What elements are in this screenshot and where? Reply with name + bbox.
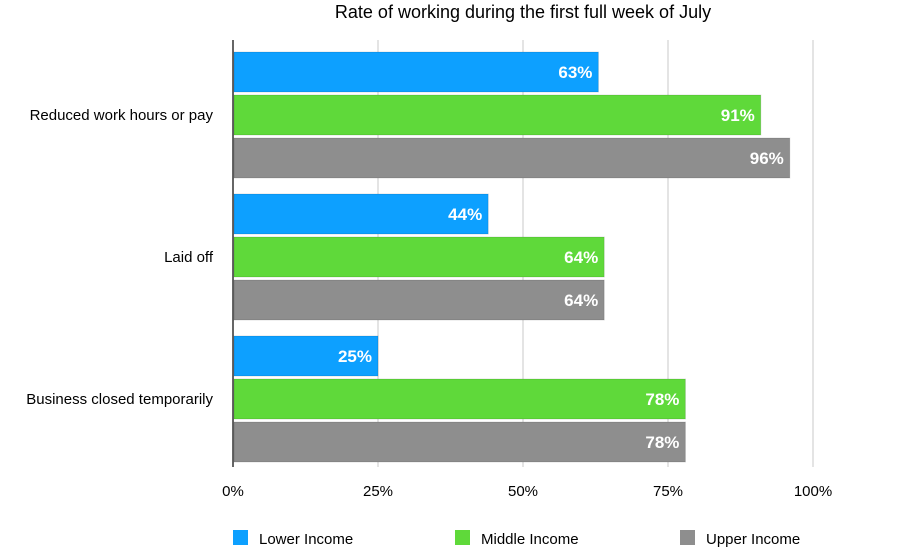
legend-label: Middle Income — [481, 531, 579, 548]
legend-item: Lower Income — [233, 530, 353, 548]
bar-value-label: 64% — [564, 248, 598, 267]
bar-value-label: 78% — [645, 390, 679, 409]
bar-value-label: 96% — [750, 149, 784, 168]
bar-lower-income — [233, 193, 489, 235]
bar-value-label: 78% — [645, 433, 679, 452]
x-tick-label: 50% — [508, 483, 538, 500]
bar-value-label: 25% — [338, 347, 372, 366]
bar-upper-income — [233, 279, 605, 321]
data-labels: 63% 91% 96% 44% 64% 64% 25% 78% 78% — [338, 63, 784, 452]
legend: Lower Income Middle Income Upper Income — [233, 530, 800, 548]
legend-swatch — [455, 530, 470, 545]
x-tick-label: 75% — [653, 483, 683, 500]
bar-value-label: 91% — [721, 106, 755, 125]
category-label: Reduced work hours or pay — [30, 107, 214, 124]
legend-item: Upper Income — [680, 530, 800, 548]
x-tick-label: 25% — [363, 483, 393, 500]
bars — [233, 51, 791, 463]
legend-swatch — [680, 530, 695, 545]
chart-title: Rate of working during the first full we… — [335, 2, 711, 22]
bar-value-label: 44% — [448, 205, 482, 224]
x-tick-label: 100% — [794, 483, 832, 500]
legend-swatch — [233, 530, 248, 545]
bar-upper-income — [233, 421, 686, 463]
category-label: Business closed temporarily — [26, 391, 213, 408]
legend-label: Upper Income — [706, 531, 800, 548]
bar-value-label: 63% — [558, 63, 592, 82]
bar-middle-income — [233, 236, 605, 278]
x-axis-tick-labels: 0% 25% 50% 75% 100% — [222, 483, 832, 500]
category-label: Laid off — [164, 249, 214, 266]
bar-lower-income — [233, 51, 599, 93]
x-tick-label: 0% — [222, 483, 244, 500]
bar-middle-income — [233, 378, 686, 420]
legend-label: Lower Income — [259, 531, 353, 548]
bar-lower-income — [233, 335, 379, 377]
legend-item: Middle Income — [455, 530, 579, 548]
bar-value-label: 64% — [564, 291, 598, 310]
category-labels: Reduced work hours or pay Laid off Busines… — [26, 107, 214, 408]
bar-middle-income — [233, 94, 762, 136]
bar-upper-income — [233, 137, 791, 179]
